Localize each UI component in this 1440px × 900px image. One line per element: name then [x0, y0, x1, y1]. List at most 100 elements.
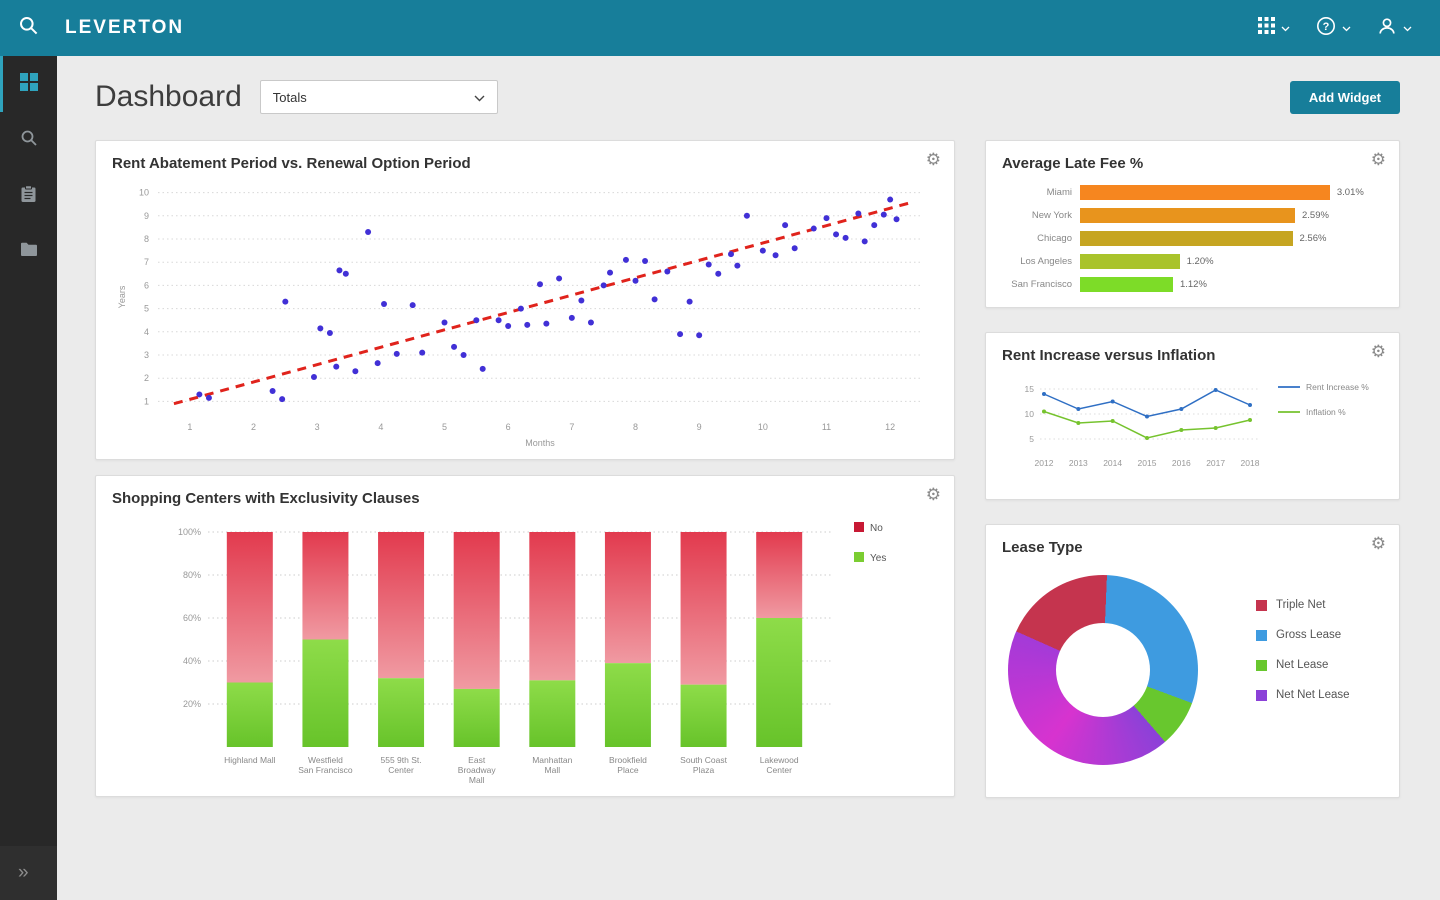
chevron-down-icon [1342, 19, 1351, 37]
donut-chart-area: Triple Net Gross Lease Net Lease Net Net Le… [1002, 559, 1383, 765]
latefee-settings-button[interactable]: ⚙ [1371, 150, 1386, 170]
latefee-bar [1080, 231, 1293, 246]
add-widget-button[interactable]: Add Widget [1289, 80, 1400, 114]
legend-swatch [1256, 629, 1267, 641]
help-menu-button[interactable]: ? [1308, 8, 1359, 49]
legend-item: Gross Lease [1256, 629, 1350, 641]
svg-text:5: 5 [442, 422, 447, 432]
latefee-bar [1080, 208, 1295, 223]
latefee-row: Los Angeles 1.20% [1002, 254, 1383, 269]
widget-average-late-fee: Average Late Fee % ⚙ Miami 3.01% New York 2… [985, 140, 1400, 308]
svg-text:60%: 60% [183, 613, 201, 623]
svg-text:Center: Center [388, 765, 414, 775]
svg-text:15: 15 [1025, 384, 1035, 394]
svg-text:Rent Increase %: Rent Increase % [1306, 382, 1369, 392]
stacked-bar-chart: 20% 40% 60% 80% 100% Highland Mall WestfieldSa… [178, 522, 886, 785]
latefee-value: 1.12% [1179, 279, 1207, 290]
widget-title: Lease Type [1002, 539, 1083, 556]
svg-text:5: 5 [144, 304, 149, 314]
folder-icon [20, 242, 38, 262]
user-menu-button[interactable] [1369, 8, 1420, 49]
sidebar-item-tasks[interactable] [0, 168, 57, 224]
legend-item: Net Net Lease [1256, 689, 1350, 701]
svg-text:?: ? [1323, 21, 1330, 33]
sidebar-expand-button[interactable]: » [0, 846, 57, 900]
latefee-category-label: Miami [1046, 187, 1072, 198]
stacked-settings-button[interactable]: ⚙ [926, 485, 941, 505]
svg-text:4: 4 [144, 327, 149, 337]
latefee-row: Chicago 2.56% [1002, 231, 1383, 246]
legend-item: Net Lease [1256, 659, 1350, 671]
svg-text:2013: 2013 [1069, 458, 1088, 468]
latefee-value: 2.59% [1302, 210, 1329, 221]
svg-text:San Francisco: San Francisco [298, 765, 353, 775]
svg-text:9: 9 [144, 211, 149, 221]
sidebar-item-dashboard[interactable] [0, 56, 57, 112]
svg-text:East: East [468, 755, 486, 765]
svg-text:Years: Years [117, 285, 127, 308]
svg-text:Broadway: Broadway [458, 765, 497, 775]
svg-text:Manhattan: Manhattan [532, 755, 572, 765]
svg-text:10: 10 [758, 422, 768, 432]
scatter-settings-button[interactable]: ⚙ [926, 150, 941, 170]
svg-text:2: 2 [144, 373, 149, 383]
svg-text:10: 10 [139, 188, 149, 198]
main-content: Dashboard Totals Add Widget Rent Abateme… [57, 0, 1440, 798]
svg-text:3: 3 [315, 422, 320, 432]
latefee-row: New York 2.59% [1002, 208, 1383, 223]
latefee-bar-track: 2.56% [1080, 231, 1383, 246]
widget-title: Rent Increase versus Inflation [1002, 347, 1216, 364]
svg-text:Inflation %: Inflation % [1306, 407, 1346, 417]
totals-select-value: Totals [272, 89, 307, 105]
widget-exclusivity-stacked-bar: Shopping Centers with Exclusivity Clause… [95, 475, 955, 797]
svg-text:Place: Place [617, 765, 639, 775]
svg-text:80%: 80% [183, 570, 201, 580]
sidebar-item-search[interactable] [0, 112, 57, 168]
svg-text:2014: 2014 [1103, 458, 1122, 468]
latefee-category-label: New York [1031, 210, 1072, 221]
totals-select[interactable]: Totals [259, 80, 498, 114]
chevron-down-icon [474, 90, 485, 105]
gear-icon: ⚙ [1370, 342, 1386, 362]
left-column: Rent Abatement Period vs. Renewal Option… [95, 140, 955, 797]
svg-text:5: 5 [1029, 434, 1034, 444]
svg-text:Center: Center [766, 765, 792, 775]
svg-text:2017: 2017 [1206, 458, 1225, 468]
widget-title: Average Late Fee % [1002, 155, 1144, 172]
lines-settings-button[interactable]: ⚙ [1371, 342, 1386, 362]
svg-text:7: 7 [144, 257, 149, 267]
line-chart: 5 10 15 2012 2013 2014 2015 2016 2017 2018 Rent In… [1025, 382, 1370, 468]
svg-text:7: 7 [569, 422, 574, 432]
widget-grid: Rent Abatement Period vs. Renewal Option… [95, 140, 1400, 798]
svg-text:Mall: Mall [469, 775, 485, 785]
donut-settings-button[interactable]: ⚙ [1371, 534, 1386, 554]
svg-text:3: 3 [144, 350, 149, 360]
latefee-bar-track: 2.59% [1080, 208, 1383, 223]
right-column: Average Late Fee % ⚙ Miami 3.01% New York 2… [985, 140, 1400, 798]
widget-title: Rent Abatement Period vs. Renewal Option… [112, 155, 471, 172]
latefee-row: San Francisco 1.12% [1002, 277, 1383, 292]
svg-text:Mall: Mall [545, 765, 561, 775]
latefee-value: 2.56% [1299, 233, 1327, 244]
svg-text:South Coast: South Coast [680, 755, 727, 765]
brand-logo[interactable]: LEVERTON [65, 17, 185, 38]
sidebar-item-documents[interactable] [0, 224, 57, 280]
clipboard-icon [20, 184, 37, 208]
svg-text:11: 11 [822, 422, 831, 432]
latefee-value: 3.01% [1336, 187, 1364, 198]
svg-text:2015: 2015 [1138, 458, 1157, 468]
svg-text:Lakewood: Lakewood [760, 755, 799, 765]
chevron-down-icon [1281, 19, 1290, 37]
svg-text:Months: Months [525, 438, 555, 448]
search-button[interactable] [0, 0, 57, 56]
svg-text:9: 9 [697, 422, 702, 432]
latefee-bar-chart: Miami 3.01% New York 2.59% Chicago 2.56% Los A… [1002, 185, 1383, 292]
apps-menu-button[interactable] [1250, 9, 1298, 47]
widget-rent-vs-inflation: Rent Increase versus Inflation ⚙ 5 10 15 20… [985, 332, 1400, 500]
donut-chart [1008, 575, 1198, 765]
svg-text:Plaza: Plaza [693, 765, 715, 775]
svg-text:1: 1 [144, 396, 149, 406]
svg-text:1: 1 [187, 422, 192, 432]
legend-label: Net Lease [1276, 659, 1329, 671]
